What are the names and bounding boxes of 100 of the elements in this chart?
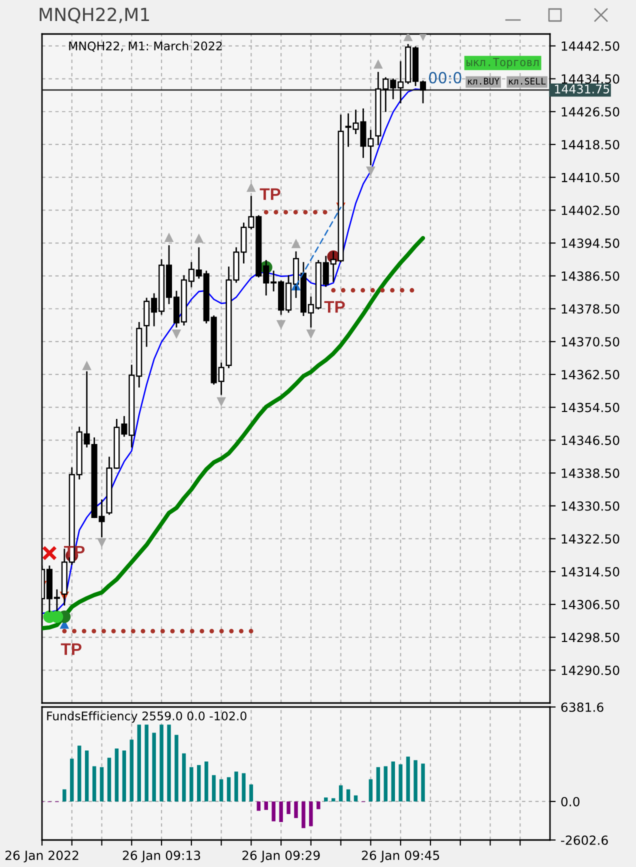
point [216, 397, 226, 407]
annotation: TP [60, 643, 82, 655]
point [374, 59, 383, 69]
bar [197, 765, 201, 802]
bar [354, 795, 358, 802]
point [164, 232, 174, 242]
bar [331, 798, 336, 802]
bar [286, 801, 290, 814]
bar [219, 779, 224, 802]
bar [114, 748, 119, 802]
annotation: кл.SELL [509, 78, 546, 85]
bar [242, 773, 246, 802]
bar [384, 766, 388, 802]
point [194, 233, 204, 243]
bar [62, 789, 66, 802]
bar [309, 801, 313, 826]
bar [107, 758, 112, 802]
annotation: ыкл.Торговл [466, 58, 539, 68]
line-series [42, 236, 426, 630]
point [172, 330, 182, 339]
y-tick-label: 14314.50 [562, 567, 620, 577]
x-tick-label: 26 Jan 09:29 [242, 850, 320, 862]
bar [421, 764, 425, 802]
point [366, 166, 376, 176]
y-tick-label: 14298.50 [562, 632, 620, 642]
y-tick-label: 14338.50 [562, 468, 620, 478]
point [42, 546, 58, 561]
point [246, 182, 256, 192]
bar [122, 750, 126, 802]
bar [234, 772, 238, 802]
bar [294, 801, 298, 818]
bar [226, 777, 231, 802]
bar [182, 753, 186, 802]
text: MNQH22, M1: March 2022 [69, 41, 222, 52]
y-tick-label: 14402.50 [562, 206, 620, 216]
bar [167, 724, 171, 802]
x-tick-label: 26 Jan 09:13 [122, 850, 200, 862]
x-tick-label: 26 Jan 09:45 [362, 850, 440, 862]
y-tick-label: 14370.50 [562, 337, 620, 347]
point [306, 330, 316, 339]
y-tick-label: 14322.50 [562, 534, 620, 544]
chart-title: FundsEfficiency 2559.0 0.0 -102.0 [47, 711, 246, 723]
ref-line-label: 14431.75 [555, 84, 610, 94]
y-tick-label: 14346.50 [562, 436, 620, 446]
bar [152, 732, 156, 802]
y-tick-label: 14330.50 [562, 501, 620, 511]
bar [302, 801, 306, 828]
bar [77, 746, 82, 802]
bar [368, 779, 373, 802]
annotation: 00:0 [429, 72, 462, 84]
bar [137, 724, 141, 802]
y-tick-label: 14426.50 [562, 107, 620, 117]
bar [279, 801, 283, 822]
bar [100, 767, 104, 802]
point [276, 320, 286, 330]
x-tick-label: 26 Jan 2022 [5, 850, 78, 862]
bar [406, 756, 410, 802]
annotation: кл.BUY [468, 78, 500, 85]
y-tick-label: 14290.50 [562, 666, 620, 676]
bar [92, 766, 96, 802]
bar [212, 775, 216, 802]
y-tick-label: 14442.50 [562, 41, 620, 51]
bar [249, 784, 254, 802]
point [97, 538, 106, 548]
y-tick-label: 14306.50 [562, 600, 620, 610]
point [82, 360, 92, 370]
annotation: TP [260, 188, 280, 200]
bar [272, 801, 276, 822]
bar [160, 724, 164, 802]
y-tick-label: 14378.50 [562, 304, 620, 314]
y-tick-label: 14394.50 [562, 238, 620, 248]
bar [338, 785, 343, 802]
y-tick-label: 14434.50 [562, 74, 620, 84]
y-tick-label: 14386.50 [562, 271, 620, 281]
bar [414, 760, 418, 802]
bar [70, 758, 74, 802]
y-tick-label: 6381.6 [561, 702, 604, 712]
y-tick-label: 0.0 [561, 796, 580, 806]
bar [144, 724, 148, 802]
bar [130, 740, 134, 802]
bar [324, 797, 328, 802]
bar [84, 750, 89, 802]
annotation: TP [324, 301, 345, 313]
bar [204, 762, 208, 802]
y-tick-label: 14354.50 [562, 402, 620, 412]
chart-title: MNQH22,M1 [40, 8, 149, 24]
bar [346, 789, 350, 802]
y-tick-label: 14410.50 [562, 172, 620, 182]
point [291, 238, 301, 248]
y-tick-label: 14362.50 [562, 370, 620, 380]
bar [264, 801, 268, 810]
bar [376, 767, 380, 802]
bar [190, 767, 194, 802]
y-tick-label: 14418.50 [562, 140, 620, 150]
bar [391, 762, 395, 802]
bar [316, 801, 320, 810]
bar [398, 764, 402, 802]
y-tick-label: -2602.6 [561, 835, 608, 845]
bar [174, 734, 178, 802]
bar [256, 801, 261, 811]
